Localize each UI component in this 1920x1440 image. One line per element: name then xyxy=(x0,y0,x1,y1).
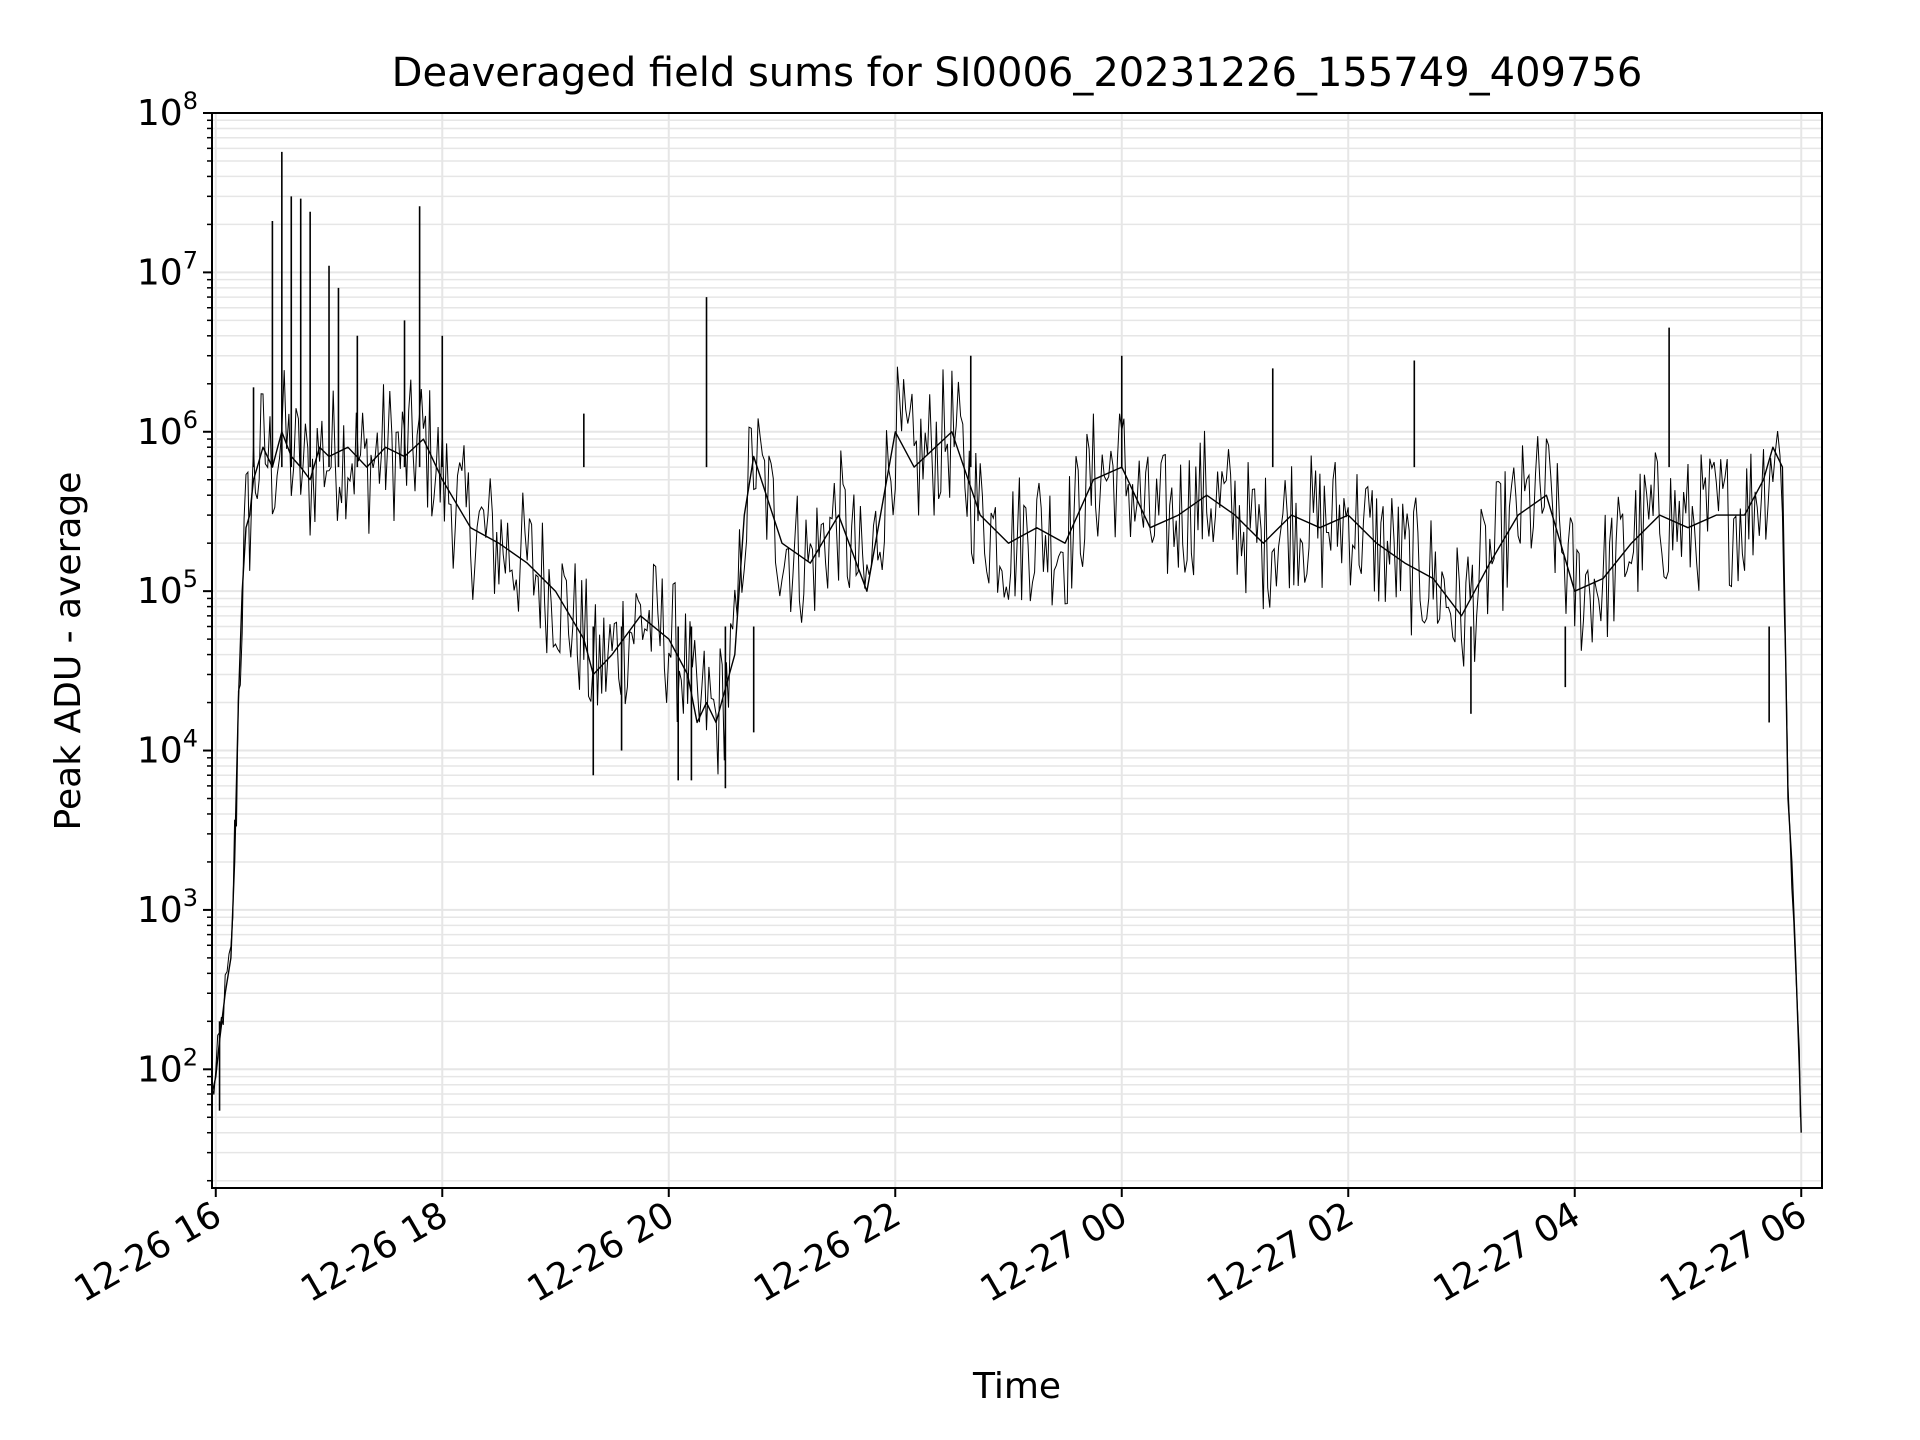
y-tick-label: 106 xyxy=(137,406,198,453)
y-axis-label: Peak ADU - average xyxy=(48,472,89,831)
grid xyxy=(212,112,1822,1188)
series-noise xyxy=(211,366,1801,1118)
y-tick-label: 104 xyxy=(137,725,198,772)
plot-frame xyxy=(211,112,1823,1189)
x-axis-label: Time xyxy=(972,1366,1061,1407)
y-tick-label: 103 xyxy=(137,884,198,931)
y-tick-label: 108 xyxy=(137,87,198,134)
y-tick-label: 107 xyxy=(137,246,198,293)
y-tick-label: 105 xyxy=(137,565,198,612)
y-tick-label: 102 xyxy=(137,1043,198,1090)
data-series xyxy=(211,151,1802,1133)
chart-title: Deaveraged field sums for SI0006_2023122… xyxy=(392,50,1643,96)
